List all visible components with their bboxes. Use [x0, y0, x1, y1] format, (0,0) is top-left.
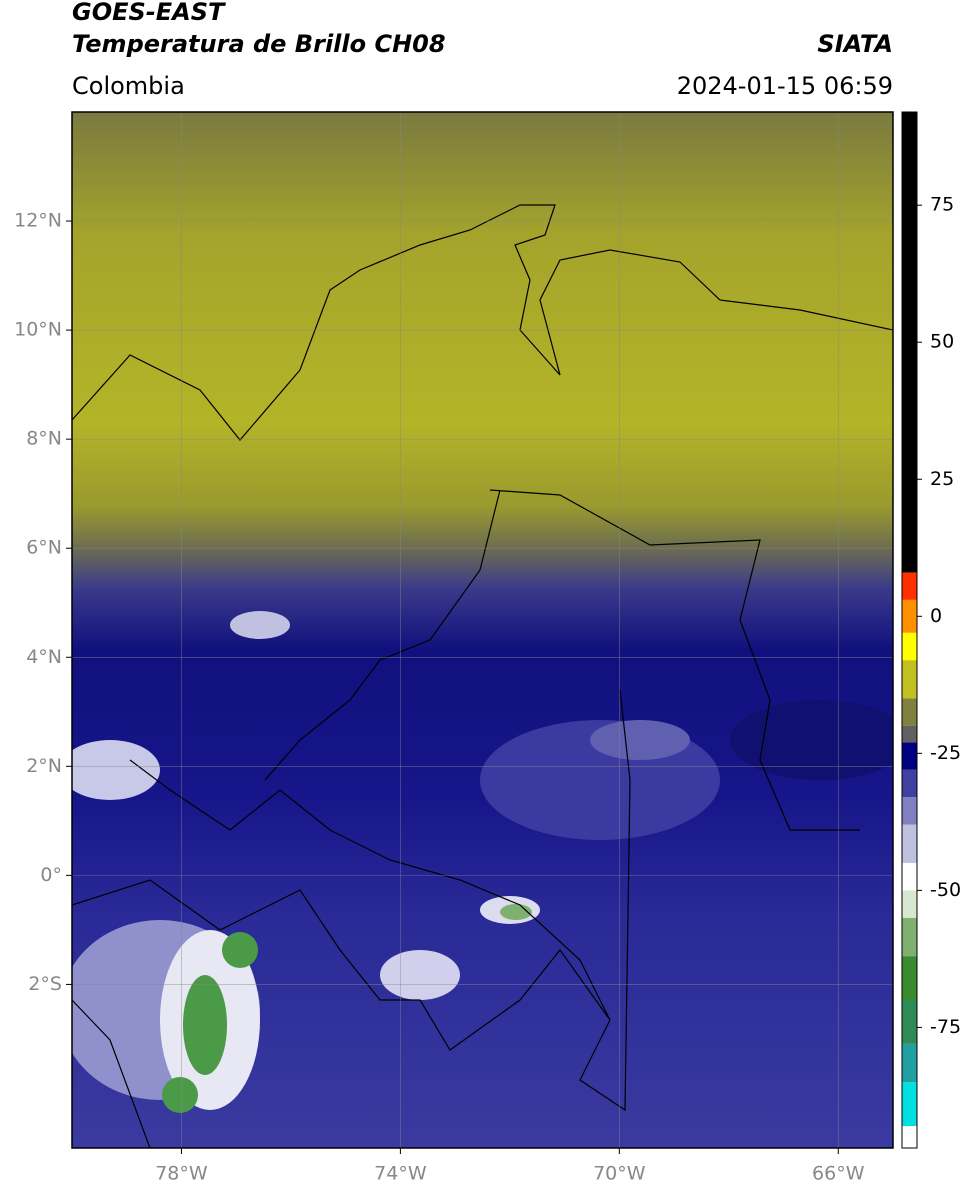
map-frame: [71, 111, 894, 1149]
source: SIATA: [817, 30, 893, 58]
y-tick-label: 6°N: [26, 537, 62, 559]
colorbar-segment: [902, 890, 917, 918]
cloud: [222, 932, 258, 968]
cloud: [183, 975, 227, 1075]
colorbar-segment: [902, 112, 917, 573]
title: GOES-EAST: [72, 0, 226, 26]
cloud: [590, 720, 690, 760]
x-tick-label: 70°W: [593, 1163, 646, 1185]
y-tick-label: 8°N: [26, 428, 62, 450]
y-tick-label: 0°: [40, 864, 62, 886]
colorbar-segment: [902, 572, 917, 600]
y-tick-label: 10°N: [14, 319, 62, 341]
region: Colombia: [72, 72, 185, 100]
colorbar-segment: [902, 660, 917, 699]
colorbar-frame: [901, 111, 918, 1149]
colorbar-tick-label: 50: [930, 331, 954, 353]
colorbar-tick-label: -25: [930, 742, 961, 764]
y-tick-label: 2°S: [28, 973, 62, 995]
x-tick-label: 74°W: [374, 1163, 427, 1185]
colorbar-tick-label: 25: [930, 468, 954, 490]
colorbar-segment: [902, 862, 917, 891]
colorbar-segment: [902, 797, 917, 825]
colorbar-tick-label: 75: [930, 194, 954, 216]
colorbar-segment: [902, 917, 917, 957]
colorbar-segment: [902, 632, 917, 661]
borders: [72, 204, 893, 1148]
cloud: [72, 740, 160, 800]
map-image: [72, 112, 893, 1148]
colorbar-tick-label: -50: [930, 879, 961, 901]
cloud: [230, 611, 290, 639]
y-tick-label: 12°N: [14, 210, 62, 232]
colorbar-segment: [902, 599, 917, 633]
cloud: [162, 1077, 198, 1113]
x-tick-label: 66°W: [812, 1163, 865, 1185]
cloud: [380, 950, 460, 1000]
colorbar-segment: [902, 824, 917, 863]
datetime: 2024-01-15 06:59: [677, 72, 893, 100]
colorbar-segment: [902, 956, 917, 1000]
colorbar-segment: [902, 698, 917, 726]
y-tick-label: 2°N: [26, 755, 62, 777]
colorbar-segment: [902, 725, 917, 743]
colorbar-tick-label: -75: [930, 1016, 961, 1038]
x-tick-label: 78°W: [155, 1163, 208, 1185]
colorbar-segment: [902, 1000, 917, 1044]
colorbar-tick-label: 0: [930, 605, 942, 627]
y-tick-label: 4°N: [26, 646, 62, 668]
colorbar-segment: [902, 1126, 917, 1148]
colorbar-segment: [902, 1082, 917, 1127]
colorbar-segment: [902, 742, 917, 770]
cloud: [730, 700, 893, 780]
colorbar-segment: [902, 1043, 917, 1083]
title: Temperatura de Brillo CH08: [72, 30, 446, 58]
colorbar-segment: [902, 769, 917, 798]
